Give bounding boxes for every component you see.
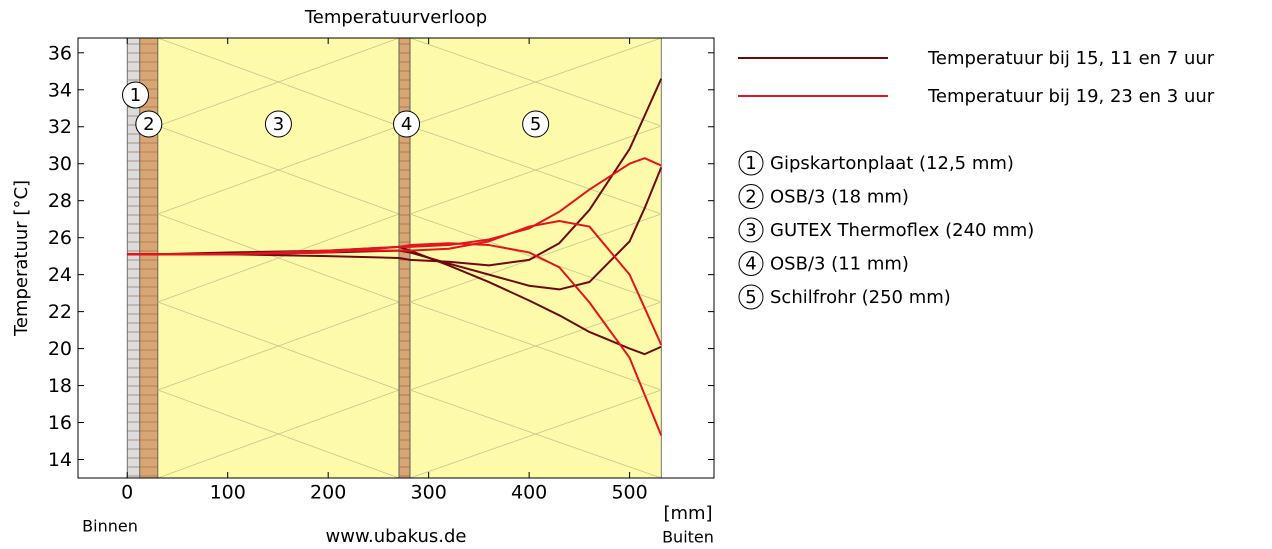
layer-badge	[122, 81, 150, 109]
y-tick-label: 34	[48, 79, 72, 101]
temperature-line	[127, 242, 663, 436]
source: www.ubakus.de	[326, 526, 467, 547]
chart-title: Temperatuurverloop	[304, 7, 487, 28]
legend-label: Temperatuur bij 19, 23 en 3 uur	[927, 86, 1215, 107]
temperature-line	[127, 245, 662, 356]
legend-badge-label: 3	[745, 220, 756, 241]
y-axis-label: Temperatuur [°C]	[11, 180, 32, 337]
layer-badge	[264, 110, 292, 138]
x-tick-label: 100	[210, 482, 246, 504]
layer-texture	[409, 125, 662, 215]
layers	[126, 38, 662, 478]
y-tick-label: 26	[48, 227, 72, 249]
y-tick-label: 16	[48, 412, 72, 434]
legend-badge-label: 4	[745, 254, 756, 275]
inside-label: Binnen	[82, 517, 138, 536]
x-axis-label: [mm]	[663, 503, 712, 524]
y-tick-label: 36	[48, 42, 72, 64]
layer-badge-label: 2	[143, 114, 154, 135]
legend-badge	[738, 251, 764, 276]
y-tick-label: 18	[48, 375, 72, 397]
lines	[127, 78, 663, 436]
layer-texture	[409, 213, 662, 303]
legend-badge	[738, 150, 764, 176]
legend-badge-label: 1	[745, 153, 756, 174]
legend-label: GUTEX Thermoflex (240 mm)	[770, 220, 1034, 241]
layer-texture	[157, 301, 400, 391]
legend-badge	[738, 284, 764, 310]
legend-label: Schilfrohr (250 mm)	[770, 287, 951, 308]
y-tick-label: 30	[48, 153, 72, 175]
legend-badge-label: 5	[745, 287, 756, 308]
x-tick-label: 200	[310, 482, 346, 504]
layer-badge-label: 1	[130, 85, 141, 106]
outside-label: Buiten	[662, 528, 714, 547]
legend-badge	[738, 184, 764, 209]
layer-badge-label: 4	[401, 114, 412, 135]
x-tick-label: 0	[121, 482, 133, 504]
y-tick-label: 20	[48, 338, 72, 360]
layer-texture	[157, 389, 400, 478]
layer-badge	[135, 110, 163, 138]
y-tick-label: 22	[48, 301, 72, 323]
layer-badge-label: 5	[530, 114, 541, 135]
layer-texture	[157, 38, 400, 127]
y-tick-label: 14	[48, 449, 72, 471]
layer-texture	[409, 389, 662, 478]
legend-badge	[738, 217, 764, 243]
legend-badge-label: 2	[745, 187, 756, 208]
layer-badge	[522, 110, 550, 138]
legend-label: Gipskartonplaat (12,5 mm)	[770, 153, 1014, 174]
legend-label: OSB/3 (18 mm)	[770, 187, 909, 208]
layer-badge	[393, 110, 421, 138]
layer-texture	[409, 38, 662, 127]
x-tick-label: 400	[511, 482, 547, 504]
x-tick-label: 300	[411, 482, 447, 504]
layer-texture	[157, 125, 400, 215]
plot-frame	[77, 37, 715, 479]
layer-texture	[157, 213, 400, 303]
legend-label: OSB/3 (11 mm)	[770, 254, 909, 275]
y-tick-label: 28	[48, 190, 72, 212]
layer-texture	[409, 301, 662, 391]
y-tick-label: 24	[48, 264, 72, 286]
y-tick-label: 32	[48, 116, 72, 138]
legend-label: Temperatuur bij 15, 11 en 7 uur	[927, 48, 1215, 69]
x-tick-label: 500	[611, 482, 647, 504]
layer-badge-label: 3	[273, 114, 284, 135]
